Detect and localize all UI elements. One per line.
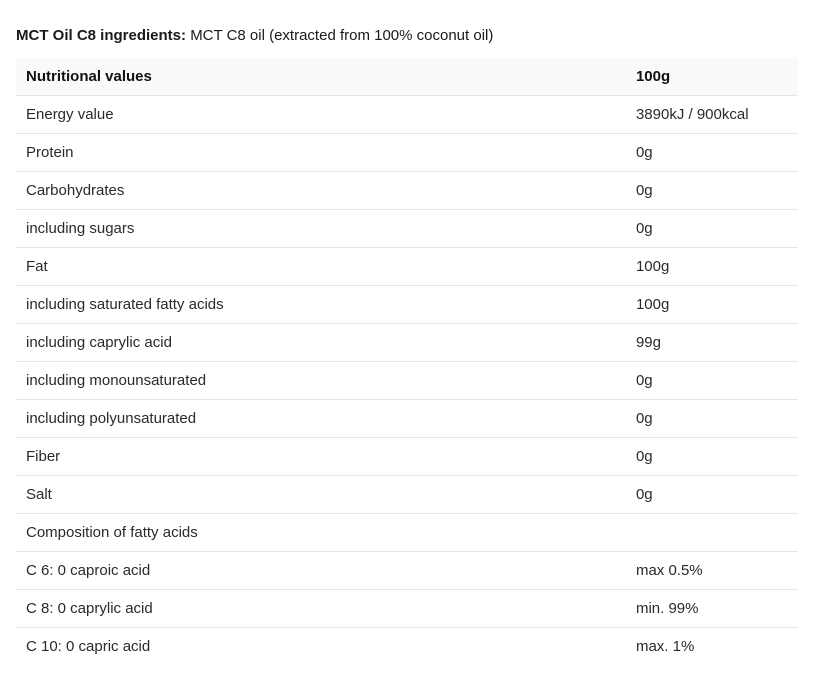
row-value: 0g xyxy=(626,134,798,172)
table-row: Fiber0g xyxy=(16,438,798,476)
row-label: including monounsaturated xyxy=(16,362,626,400)
row-value: min. 99% xyxy=(626,590,798,628)
nutrition-table: Nutritional values 100g Energy value3890… xyxy=(16,58,798,665)
row-label: C 10: 0 capric acid xyxy=(16,628,626,666)
table-row: Protein0g xyxy=(16,134,798,172)
table-row: including saturated fatty acids100g xyxy=(16,286,798,324)
table-row: including caprylic acid99g xyxy=(16,324,798,362)
table-row: Energy value3890kJ / 900kcal xyxy=(16,96,798,134)
row-label: C 8: 0 caprylic acid xyxy=(16,590,626,628)
table-row: C 8: 0 caprylic acidmin. 99% xyxy=(16,590,798,628)
row-value xyxy=(626,514,798,552)
table-row: including sugars0g xyxy=(16,210,798,248)
row-label: including caprylic acid xyxy=(16,324,626,362)
row-label: Protein xyxy=(16,134,626,172)
row-label: Energy value xyxy=(16,96,626,134)
table-row: Composition of fatty acids xyxy=(16,514,798,552)
row-label: Fiber xyxy=(16,438,626,476)
row-value: max 0.5% xyxy=(626,552,798,590)
row-label: Fat xyxy=(16,248,626,286)
row-label: C 6: 0 caproic acid xyxy=(16,552,626,590)
table-row: including monounsaturated0g xyxy=(16,362,798,400)
table-row: Fat100g xyxy=(16,248,798,286)
table-row: including polyunsaturated0g xyxy=(16,400,798,438)
row-value: 0g xyxy=(626,400,798,438)
ingredients-line: MCT Oil C8 ingredients: MCT C8 oil (extr… xyxy=(16,27,798,44)
row-value: 0g xyxy=(626,362,798,400)
header-serving: 100g xyxy=(626,58,798,96)
table-row: Carbohydrates0g xyxy=(16,172,798,210)
row-value: 0g xyxy=(626,476,798,514)
row-label: Salt xyxy=(16,476,626,514)
row-value: 100g xyxy=(626,286,798,324)
row-label: including sugars xyxy=(16,210,626,248)
row-value: max. 1% xyxy=(626,628,798,666)
row-label: Composition of fatty acids xyxy=(16,514,626,552)
table-row: C 10: 0 capric acidmax. 1% xyxy=(16,628,798,666)
row-label: including polyunsaturated xyxy=(16,400,626,438)
row-value: 100g xyxy=(626,248,798,286)
table-header-row: Nutritional values 100g xyxy=(16,58,798,96)
row-label: including saturated fatty acids xyxy=(16,286,626,324)
row-value: 0g xyxy=(626,210,798,248)
header-nutritional-values: Nutritional values xyxy=(16,58,626,96)
row-label: Carbohydrates xyxy=(16,172,626,210)
table-row: Salt0g xyxy=(16,476,798,514)
row-value: 0g xyxy=(626,438,798,476)
row-value: 3890kJ / 900kcal xyxy=(626,96,798,134)
row-value: 0g xyxy=(626,172,798,210)
table-row: C 6: 0 caproic acidmax 0.5% xyxy=(16,552,798,590)
ingredients-text: MCT C8 oil (extracted from 100% coconut … xyxy=(190,27,493,44)
row-value: 99g xyxy=(626,324,798,362)
ingredients-label: MCT Oil C8 ingredients: xyxy=(16,27,186,44)
